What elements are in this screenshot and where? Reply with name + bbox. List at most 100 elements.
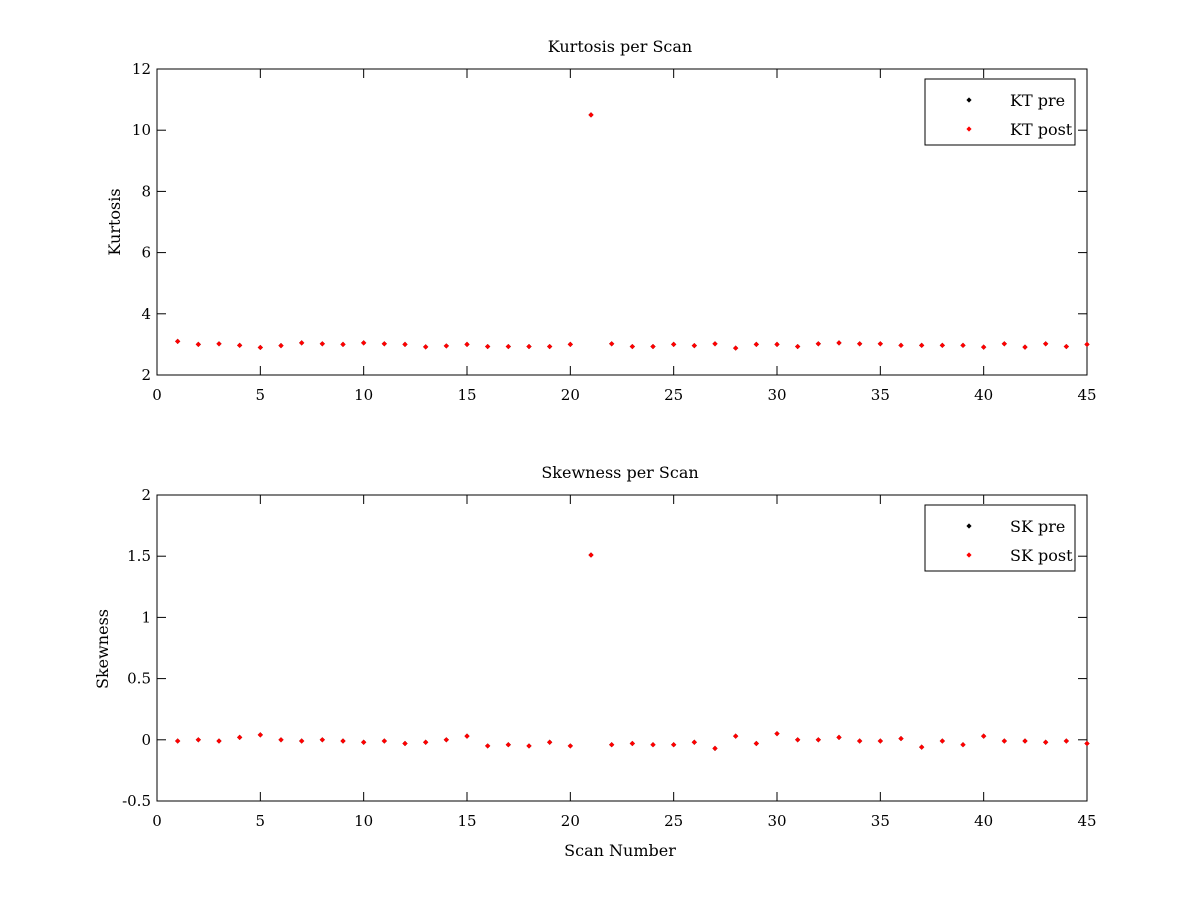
- skewness-legend: SK pre SK post: [924, 504, 1076, 572]
- kurtosis-x-tick-label: 40: [974, 386, 993, 404]
- skewness-series-1-point: [423, 739, 429, 745]
- kurtosis-x-tick-label: 10: [354, 386, 373, 404]
- kurtosis-legend-marker: [966, 126, 972, 132]
- skewness-series-1-point: [340, 738, 346, 744]
- skewness-series-1-point: [257, 732, 263, 738]
- kurtosis-series-1-point: [526, 343, 532, 350]
- skewness-series-1-point: [175, 738, 181, 744]
- skewness-series-1-point: [691, 739, 697, 745]
- kurtosis-series-1-point: [795, 343, 801, 350]
- kurtosis-legend: KT pre KT post: [924, 78, 1076, 146]
- skewness-series-1-point: [526, 743, 532, 749]
- kurtosis-y-tick-label: 8: [141, 182, 151, 200]
- skewness-series-1-point: [795, 737, 801, 743]
- kurtosis-series-1-point: [1043, 341, 1049, 347]
- skewness-y-tick-label: -0.5: [122, 792, 151, 810]
- kurtosis-series-1-point: [981, 344, 987, 350]
- kurtosis-x-tick-label: 35: [871, 386, 890, 404]
- skewness-series-1-point: [319, 737, 325, 743]
- skewness-y-tick-label: 0: [141, 731, 151, 749]
- skewness-x-tick-label: 35: [871, 812, 890, 830]
- kurtosis-series-1-point: [464, 341, 470, 347]
- kurtosis-series-1-point: [361, 340, 367, 346]
- kurtosis-series-1-point: [712, 341, 718, 347]
- skewness-series-1-point: [939, 738, 945, 744]
- skewness-series-1-point: [1022, 738, 1028, 744]
- kurtosis-legend-label: KT post: [1010, 120, 1073, 139]
- kurtosis-series-1-point: [898, 342, 904, 348]
- skewness-x-tick-label: 25: [664, 812, 683, 830]
- kurtosis-series-1-point: [505, 343, 511, 350]
- kurtosis-y-axis-label: Kurtosis: [105, 188, 124, 255]
- kurtosis-series-1-point: [175, 338, 181, 344]
- kurtosis-series-1-point: [733, 345, 739, 351]
- kurtosis-series-1-point: [671, 341, 677, 347]
- kurtosis-series-1-point: [877, 341, 883, 347]
- kurtosis-y-tick-label: 10: [132, 121, 151, 139]
- skewness-x-tick-label: 15: [457, 812, 476, 830]
- kurtosis-series-1-point: [836, 340, 842, 346]
- kurtosis-series-1-point: [216, 341, 222, 347]
- skewness-x-tick-label: 5: [256, 812, 266, 830]
- kurtosis-series-1-point: [402, 341, 408, 347]
- kurtosis-series-1-point: [1063, 343, 1069, 350]
- kurtosis-plot-title: Kurtosis per Scan: [548, 37, 692, 56]
- kurtosis-series-1-point: [340, 341, 346, 347]
- kurtosis-x-tick-label: 45: [1077, 386, 1096, 404]
- skewness-series-1-point: [195, 737, 201, 743]
- kurtosis-legend-box: [924, 78, 1076, 146]
- kurtosis-axes-box: [156, 68, 1088, 376]
- kurtosis-x-tick-label: 0: [152, 386, 162, 404]
- skewness-legend-label: SK post: [1010, 546, 1073, 565]
- skewness-x-tick-label: 40: [974, 812, 993, 830]
- skewness-series-1-point: [753, 740, 759, 747]
- kurtosis-series-1-point: [278, 343, 284, 349]
- skewness-series-1-point: [898, 735, 904, 742]
- skewness-series-1-point: [464, 733, 470, 739]
- kurtosis-series-1-point: [257, 344, 263, 351]
- kurtosis-series-1-point: [774, 341, 780, 347]
- kurtosis-series-1-point: [1022, 344, 1028, 350]
- kurtosis-series-1-point: [629, 343, 635, 350]
- skewness-series-1-point: [567, 743, 573, 749]
- skewness-series-1-point: [650, 742, 656, 748]
- kurtosis-series-1-point: [650, 343, 656, 350]
- skewness-series-1-point: [1043, 739, 1049, 745]
- kurtosis-legend-marker: [966, 97, 972, 103]
- kurtosis-series-1-point: [423, 344, 429, 350]
- kurtosis-x-tick-label: 25: [664, 386, 683, 404]
- skewness-series-1-point: [712, 745, 718, 751]
- skewness-series-1-point: [216, 738, 222, 744]
- kurtosis-series-1-point: [299, 340, 305, 346]
- kurtosis-series-1-point: [960, 342, 966, 348]
- kurtosis-series-1-point: [691, 343, 697, 349]
- skewness-legend-marker: [966, 523, 972, 529]
- skewness-x-tick-label: 0: [152, 812, 162, 830]
- skewness-plot-title: Skewness per Scan: [541, 463, 698, 482]
- kurtosis-series-1-point: [753, 341, 759, 347]
- kurtosis-series-1-point: [443, 343, 449, 349]
- kurtosis-series-1-point: [609, 341, 615, 347]
- skewness-legend-box: [924, 504, 1076, 572]
- skewness-legend-label: SK pre: [1010, 517, 1065, 536]
- skewness-y-tick-label: 1.5: [127, 547, 151, 565]
- skewness-y-tick-label: 2: [141, 486, 151, 504]
- skewness-series-1-point: [361, 739, 367, 745]
- kurtosis-series-1-point: [1001, 341, 1007, 347]
- kurtosis-series-1-point: [1084, 341, 1090, 347]
- skewness-series-1-point: [960, 742, 966, 748]
- skewness-series-1-point: [485, 743, 491, 749]
- kurtosis-series-1-point: [567, 341, 573, 347]
- skewness-series-1-point: [629, 740, 635, 747]
- skewness-series-1-point: [609, 742, 615, 748]
- skewness-axes-box: [156, 494, 1088, 802]
- skewness-series-1-point: [278, 737, 284, 743]
- skewness-series-1-point: [836, 734, 842, 740]
- skewness-x-axis-label: Scan Number: [564, 841, 676, 860]
- kurtosis-x-tick-label: 15: [457, 386, 476, 404]
- skewness-y-tick-label: 0.5: [127, 670, 151, 688]
- skewness-legend-marker: [966, 552, 972, 558]
- kurtosis-series-1-point: [919, 342, 925, 348]
